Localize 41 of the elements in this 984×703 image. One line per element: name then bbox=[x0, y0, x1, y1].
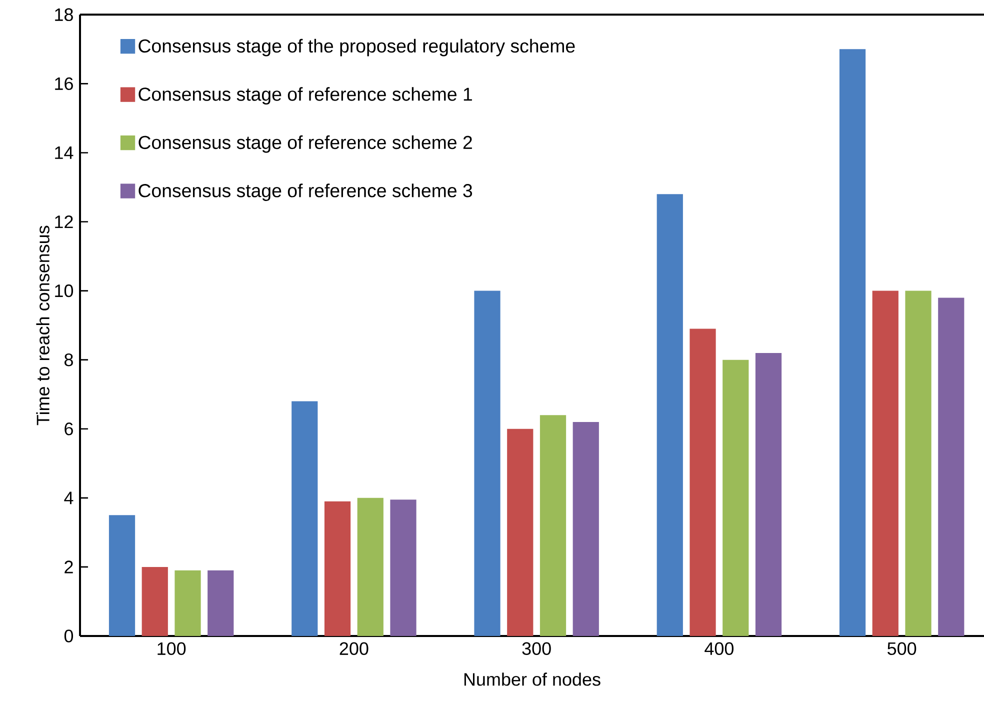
legend-label: Consensus stage of reference scheme 2 bbox=[138, 136, 472, 153]
x-tick-label: 100 bbox=[158, 642, 186, 656]
bar bbox=[292, 401, 318, 636]
legend-label: Consensus stage of reference scheme 1 bbox=[138, 87, 472, 105]
x-tick-label: 200 bbox=[340, 642, 368, 656]
x-tick-label: 400 bbox=[704, 642, 734, 656]
y-tick-label: 18 bbox=[55, 8, 73, 22]
legend-label: Consensus stage of reference scheme 3 bbox=[138, 184, 472, 202]
bar bbox=[324, 502, 351, 636]
bar bbox=[390, 500, 416, 636]
bar bbox=[572, 422, 599, 636]
bar bbox=[839, 49, 866, 636]
bar bbox=[872, 290, 898, 636]
bar bbox=[656, 194, 683, 636]
bar bbox=[142, 567, 168, 636]
bar bbox=[357, 498, 384, 636]
bar bbox=[690, 328, 716, 636]
legend-label: Consensus stage of the proposed regulatory scheme bbox=[138, 39, 575, 56]
y-tick-label: 12 bbox=[55, 216, 73, 228]
bar bbox=[108, 515, 136, 636]
x-tick-label: 300 bbox=[522, 642, 551, 656]
y-axis-title: Time to reach consensus bbox=[36, 226, 50, 426]
bar bbox=[507, 429, 534, 636]
y-tick-label: 8 bbox=[64, 354, 73, 366]
y-tick-label: 6 bbox=[64, 422, 73, 436]
y-tick-label: 0 bbox=[64, 630, 74, 643]
y-tick-label: 14 bbox=[55, 146, 74, 160]
y-tick-label: 2 bbox=[64, 560, 73, 574]
bar bbox=[938, 298, 964, 636]
y-tick-label: 16 bbox=[55, 77, 73, 90]
bar bbox=[755, 353, 782, 636]
bar bbox=[474, 290, 500, 636]
bar bbox=[722, 360, 749, 636]
y-tick-label: 10 bbox=[55, 284, 74, 298]
bar bbox=[905, 290, 932, 636]
bar bbox=[174, 570, 201, 636]
x-axis-title: Number of nodes bbox=[464, 672, 600, 686]
bar bbox=[540, 415, 566, 636]
y-tick-label: 4 bbox=[64, 492, 74, 504]
x-tick-label: 500 bbox=[888, 642, 916, 656]
bar bbox=[208, 570, 234, 636]
